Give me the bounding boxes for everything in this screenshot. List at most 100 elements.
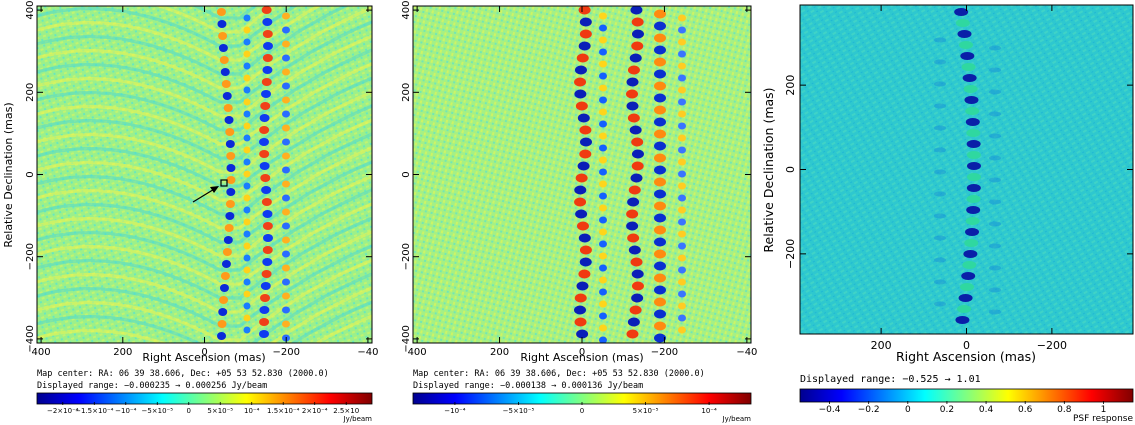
panel-2-blob [630, 6, 643, 15]
panel-2-blob [599, 324, 607, 332]
panel-2-blob [599, 192, 607, 200]
panel-1-blob [226, 188, 236, 196]
panel-3-blob [957, 305, 972, 313]
panel-1-fringe [191, 6, 258, 20]
panel-2-blob [631, 17, 644, 27]
panel-1-image [37, 6, 372, 343]
panel-2-colorbar-label: 0 [580, 407, 584, 415]
panel-2-blob [599, 228, 607, 236]
panel-2-blob [626, 221, 639, 231]
panel-2-blob [654, 213, 666, 223]
panel-1-plot-area [37, 6, 372, 343]
panel-2-blob [678, 158, 686, 166]
panel-1-blob [259, 306, 270, 314]
panel-1-xlabel: Right Ascension (mas) [142, 351, 265, 364]
panel-2-blob [654, 153, 666, 163]
panel-1-ytick-label: 400 [25, 1, 36, 20]
panel-2-blob [627, 317, 640, 327]
panel-1-blob [243, 14, 251, 22]
panel-1-blob [243, 326, 251, 334]
panel-2-blob [627, 233, 640, 243]
panel-3-blob [958, 41, 973, 49]
panel-2-image [574, 6, 686, 343]
panel-3-blob [957, 30, 972, 38]
panel-1-blob [243, 302, 251, 310]
panel-2-blob [579, 125, 592, 135]
panel-3-blob [966, 173, 981, 181]
panel-2-blob [599, 72, 607, 80]
panel-2-blob [654, 9, 666, 19]
panel-1-xtick-label: −40 [357, 347, 378, 358]
panel-1-fringe [37, 174, 372, 258]
panel-2-blob [579, 257, 592, 267]
panel-2-blob [654, 249, 666, 259]
panel-3-caption-1: Displayed range: −0.525 → 1.01 [800, 374, 981, 385]
panel-3-sidelobe [989, 89, 1001, 95]
panel-1-blob [243, 122, 251, 130]
panel-2: 400 200 0 −200 −40 −400 −200 0 200 400 Right Asce… [401, 1, 757, 423]
panel-1-blob [282, 222, 290, 230]
panel-1-fringe [153, 6, 277, 34]
panel-2-xtick-label: −200 [651, 347, 678, 358]
panel-3-colorbar-unit: PSF response [1073, 414, 1134, 424]
panel-3-sidelobe [934, 169, 946, 175]
panel-1-blob [225, 128, 235, 136]
panel-3-blob [966, 151, 981, 159]
panel-1-blob [259, 114, 270, 122]
panel-2-blob [599, 216, 607, 224]
panel-2-blob [654, 177, 666, 187]
panel-3-sidelobe [934, 213, 946, 219]
panel-2-blob [577, 113, 590, 123]
panel-1-fringe [37, 6, 350, 76]
panel-3-sidelobe [989, 221, 1001, 227]
panel-3-blob [966, 184, 981, 192]
panel-3-blob [954, 8, 969, 16]
panel-1-fringe [37, 90, 372, 174]
panel-1-blob [243, 38, 251, 46]
panel-2-blob [678, 122, 686, 130]
panel-2-caption-2: Displayed range: −0.000138 → 0.000136 Jy… [413, 381, 643, 391]
panel-2-blob [578, 269, 591, 279]
panel-2-ytick-label: −200 [401, 243, 412, 270]
panel-1-blob [218, 44, 228, 52]
panel-2-blob [599, 132, 607, 140]
panel-2-blob [576, 329, 589, 339]
panel-3-colorbar-label: 0.2 [940, 405, 954, 415]
panel-2-blob [579, 149, 592, 159]
panel-2-colorbar-unit: Jy/beam [722, 415, 752, 423]
panel-1-blob [243, 278, 251, 286]
panel-3-blob [961, 63, 976, 71]
panel-2-xlabel: Right Ascension (mas) [520, 351, 643, 364]
panel-1-blob [282, 236, 290, 244]
panel-2-blob [574, 305, 587, 315]
panel-1-colorbar-label: −10⁻⁴ [115, 407, 136, 415]
panel-2-blob [631, 293, 644, 303]
panel-1-fringe [37, 20, 372, 104]
panel-1-blob [243, 242, 251, 250]
panel-1-colorbar-label: 2.5×10 [333, 407, 359, 415]
panel-2-blob [678, 302, 686, 310]
panel-2-ytick-label: 200 [401, 83, 412, 102]
panel-1-colorbar-label: 2×10⁻⁴ [302, 407, 328, 415]
panel-1-fringe [37, 48, 372, 132]
panel-1-blob [223, 236, 233, 244]
panel-1-blob [225, 200, 235, 208]
panel-2-blob [678, 278, 686, 286]
panel-1-blob [282, 152, 290, 160]
panel-2-blob [678, 314, 686, 322]
panel-3-blob [965, 228, 980, 236]
panel-2-blob [576, 221, 589, 231]
panel-2-blob [654, 309, 666, 319]
panel-2-blob [628, 245, 641, 255]
panel-3-sidelobe [989, 67, 1001, 73]
panel-2-blob [599, 24, 607, 32]
panel-1-colorbar-unit: Jy/beam [343, 415, 373, 423]
panel-3-sidelobe [934, 257, 946, 263]
panel-1-blob [262, 54, 273, 62]
panel-3-ytick-label: −200 [784, 239, 797, 269]
panel-1-blob [282, 166, 290, 174]
panel-2-blob [629, 305, 642, 315]
panel-2-blob [599, 36, 607, 44]
panel-1-blob [243, 134, 251, 142]
panel-2-blob [599, 240, 607, 248]
